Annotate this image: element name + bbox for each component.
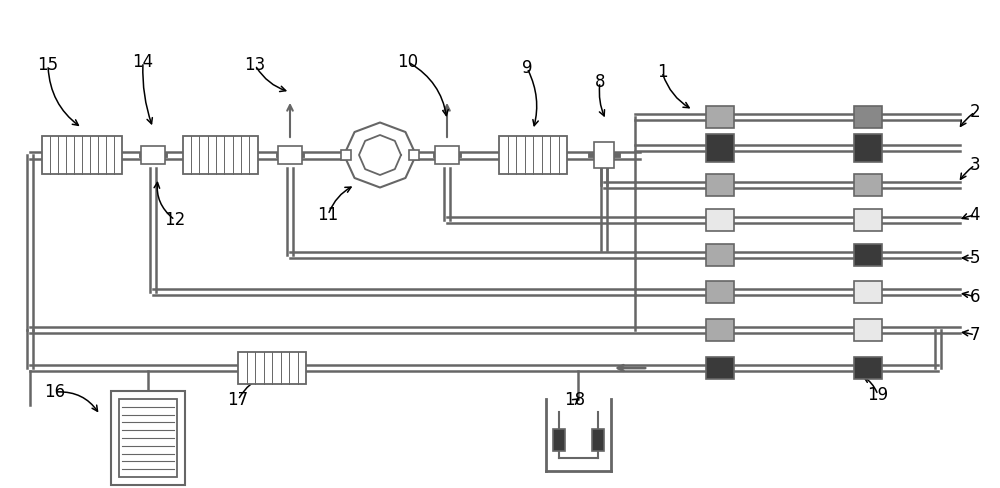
Bar [854, 244, 882, 266]
Bar [706, 209, 734, 231]
Bar [854, 174, 882, 196]
Text: 17: 17 [227, 391, 249, 409]
Bar [854, 106, 882, 128]
Bar [435, 146, 459, 164]
Text: 19: 19 [867, 386, 889, 404]
Text: 9: 9 [522, 59, 532, 77]
Bar [182, 136, 258, 174]
Text: 8: 8 [595, 73, 605, 91]
Polygon shape [344, 122, 416, 187]
Text: 14: 14 [132, 53, 154, 71]
Bar [111, 391, 185, 485]
Bar [592, 429, 604, 451]
Bar [706, 174, 734, 196]
Bar [854, 319, 882, 341]
Bar [552, 429, 564, 451]
Bar [594, 142, 614, 168]
Bar [706, 357, 734, 379]
Text: 16: 16 [44, 383, 66, 401]
Text: 13: 13 [244, 56, 266, 74]
Bar [499, 136, 567, 174]
Text: 2: 2 [970, 103, 980, 121]
Bar [706, 134, 734, 162]
Bar [854, 357, 882, 379]
Text: 18: 18 [564, 391, 586, 409]
Bar [341, 150, 351, 160]
Text: 11: 11 [317, 206, 339, 224]
Bar [706, 281, 734, 303]
Text: 4: 4 [970, 206, 980, 224]
Bar [238, 352, 306, 384]
Bar [854, 134, 882, 162]
Bar [854, 209, 882, 231]
Bar [42, 136, 122, 174]
Bar [278, 146, 302, 164]
Text: 12: 12 [164, 211, 186, 229]
Bar [854, 281, 882, 303]
Text: 10: 10 [397, 53, 419, 71]
Text: 7: 7 [970, 326, 980, 344]
Bar [706, 319, 734, 341]
Bar [706, 244, 734, 266]
Bar [141, 146, 165, 164]
Bar [409, 150, 419, 160]
Text: 15: 15 [37, 56, 59, 74]
Text: 6: 6 [970, 288, 980, 306]
Text: 3: 3 [970, 156, 980, 174]
Text: 1: 1 [657, 63, 667, 81]
Bar [119, 399, 177, 477]
Bar [706, 106, 734, 128]
Text: 5: 5 [970, 249, 980, 267]
